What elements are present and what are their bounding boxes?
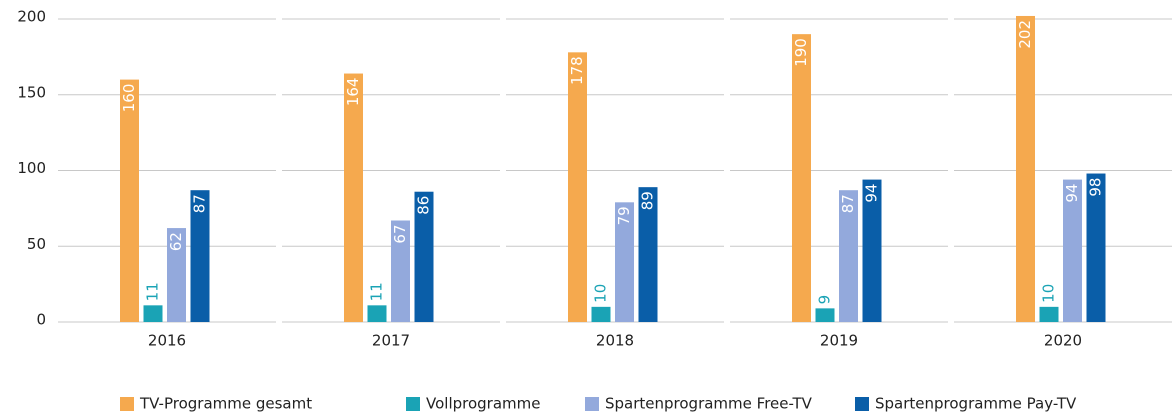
x-tick-label: 2018 bbox=[596, 332, 634, 350]
y-tick-label: 50 bbox=[27, 235, 46, 253]
x-tick-label: 2016 bbox=[148, 332, 186, 350]
y-tick-label: 0 bbox=[36, 311, 46, 329]
legend-label: TV-Programme gesamt bbox=[139, 395, 312, 413]
value-label: 190 bbox=[792, 38, 810, 67]
value-label: 10 bbox=[1040, 284, 1058, 303]
bar bbox=[615, 202, 634, 322]
value-label: 94 bbox=[863, 184, 881, 203]
value-label: 89 bbox=[639, 191, 657, 210]
x-tick-label: 2017 bbox=[372, 332, 410, 350]
value-label: 67 bbox=[391, 224, 409, 243]
legend-swatch bbox=[120, 397, 134, 411]
bar bbox=[591, 306, 611, 322]
bar bbox=[167, 228, 186, 322]
value-label: 9 bbox=[816, 295, 834, 305]
bar bbox=[367, 305, 387, 322]
legend-label: Spartenprogramme Free-TV bbox=[605, 395, 813, 413]
bar bbox=[1063, 179, 1082, 322]
value-label: 62 bbox=[167, 232, 185, 251]
x-tick-label: 2019 bbox=[820, 332, 858, 350]
y-tick-label: 150 bbox=[17, 83, 46, 101]
bar bbox=[143, 305, 163, 322]
value-label: 87 bbox=[191, 194, 209, 213]
bar bbox=[344, 73, 363, 322]
value-label: 202 bbox=[1016, 20, 1034, 49]
legend-swatch bbox=[585, 397, 599, 411]
x-tick-label: 2020 bbox=[1044, 332, 1082, 350]
bar bbox=[839, 190, 858, 322]
value-label: 87 bbox=[839, 194, 857, 213]
value-label: 79 bbox=[615, 206, 633, 225]
value-label: 94 bbox=[1063, 184, 1081, 203]
y-tick-label: 200 bbox=[17, 8, 46, 26]
bar bbox=[792, 34, 811, 323]
bar bbox=[1086, 173, 1106, 322]
legend-swatch bbox=[855, 397, 869, 411]
value-label: 11 bbox=[144, 282, 162, 301]
bar bbox=[862, 179, 882, 322]
bar bbox=[568, 52, 587, 323]
legend-label: Spartenprogramme Pay-TV bbox=[875, 395, 1077, 413]
bar bbox=[414, 191, 434, 322]
legend-label: Vollprogramme bbox=[426, 395, 540, 413]
value-label: 164 bbox=[344, 78, 362, 107]
legend-swatch bbox=[406, 397, 420, 411]
bar bbox=[815, 308, 835, 322]
y-tick-label: 100 bbox=[17, 159, 46, 177]
value-label: 160 bbox=[120, 84, 138, 113]
bar bbox=[1039, 306, 1059, 322]
value-label: 98 bbox=[1087, 178, 1105, 197]
bar bbox=[1016, 15, 1035, 322]
value-label: 178 bbox=[568, 56, 586, 85]
bar bbox=[391, 220, 410, 322]
bar bbox=[120, 79, 139, 322]
value-label: 10 bbox=[592, 284, 610, 303]
value-label: 86 bbox=[415, 196, 433, 215]
bar bbox=[638, 187, 658, 322]
value-label: 11 bbox=[368, 282, 386, 301]
bar bbox=[190, 190, 210, 322]
